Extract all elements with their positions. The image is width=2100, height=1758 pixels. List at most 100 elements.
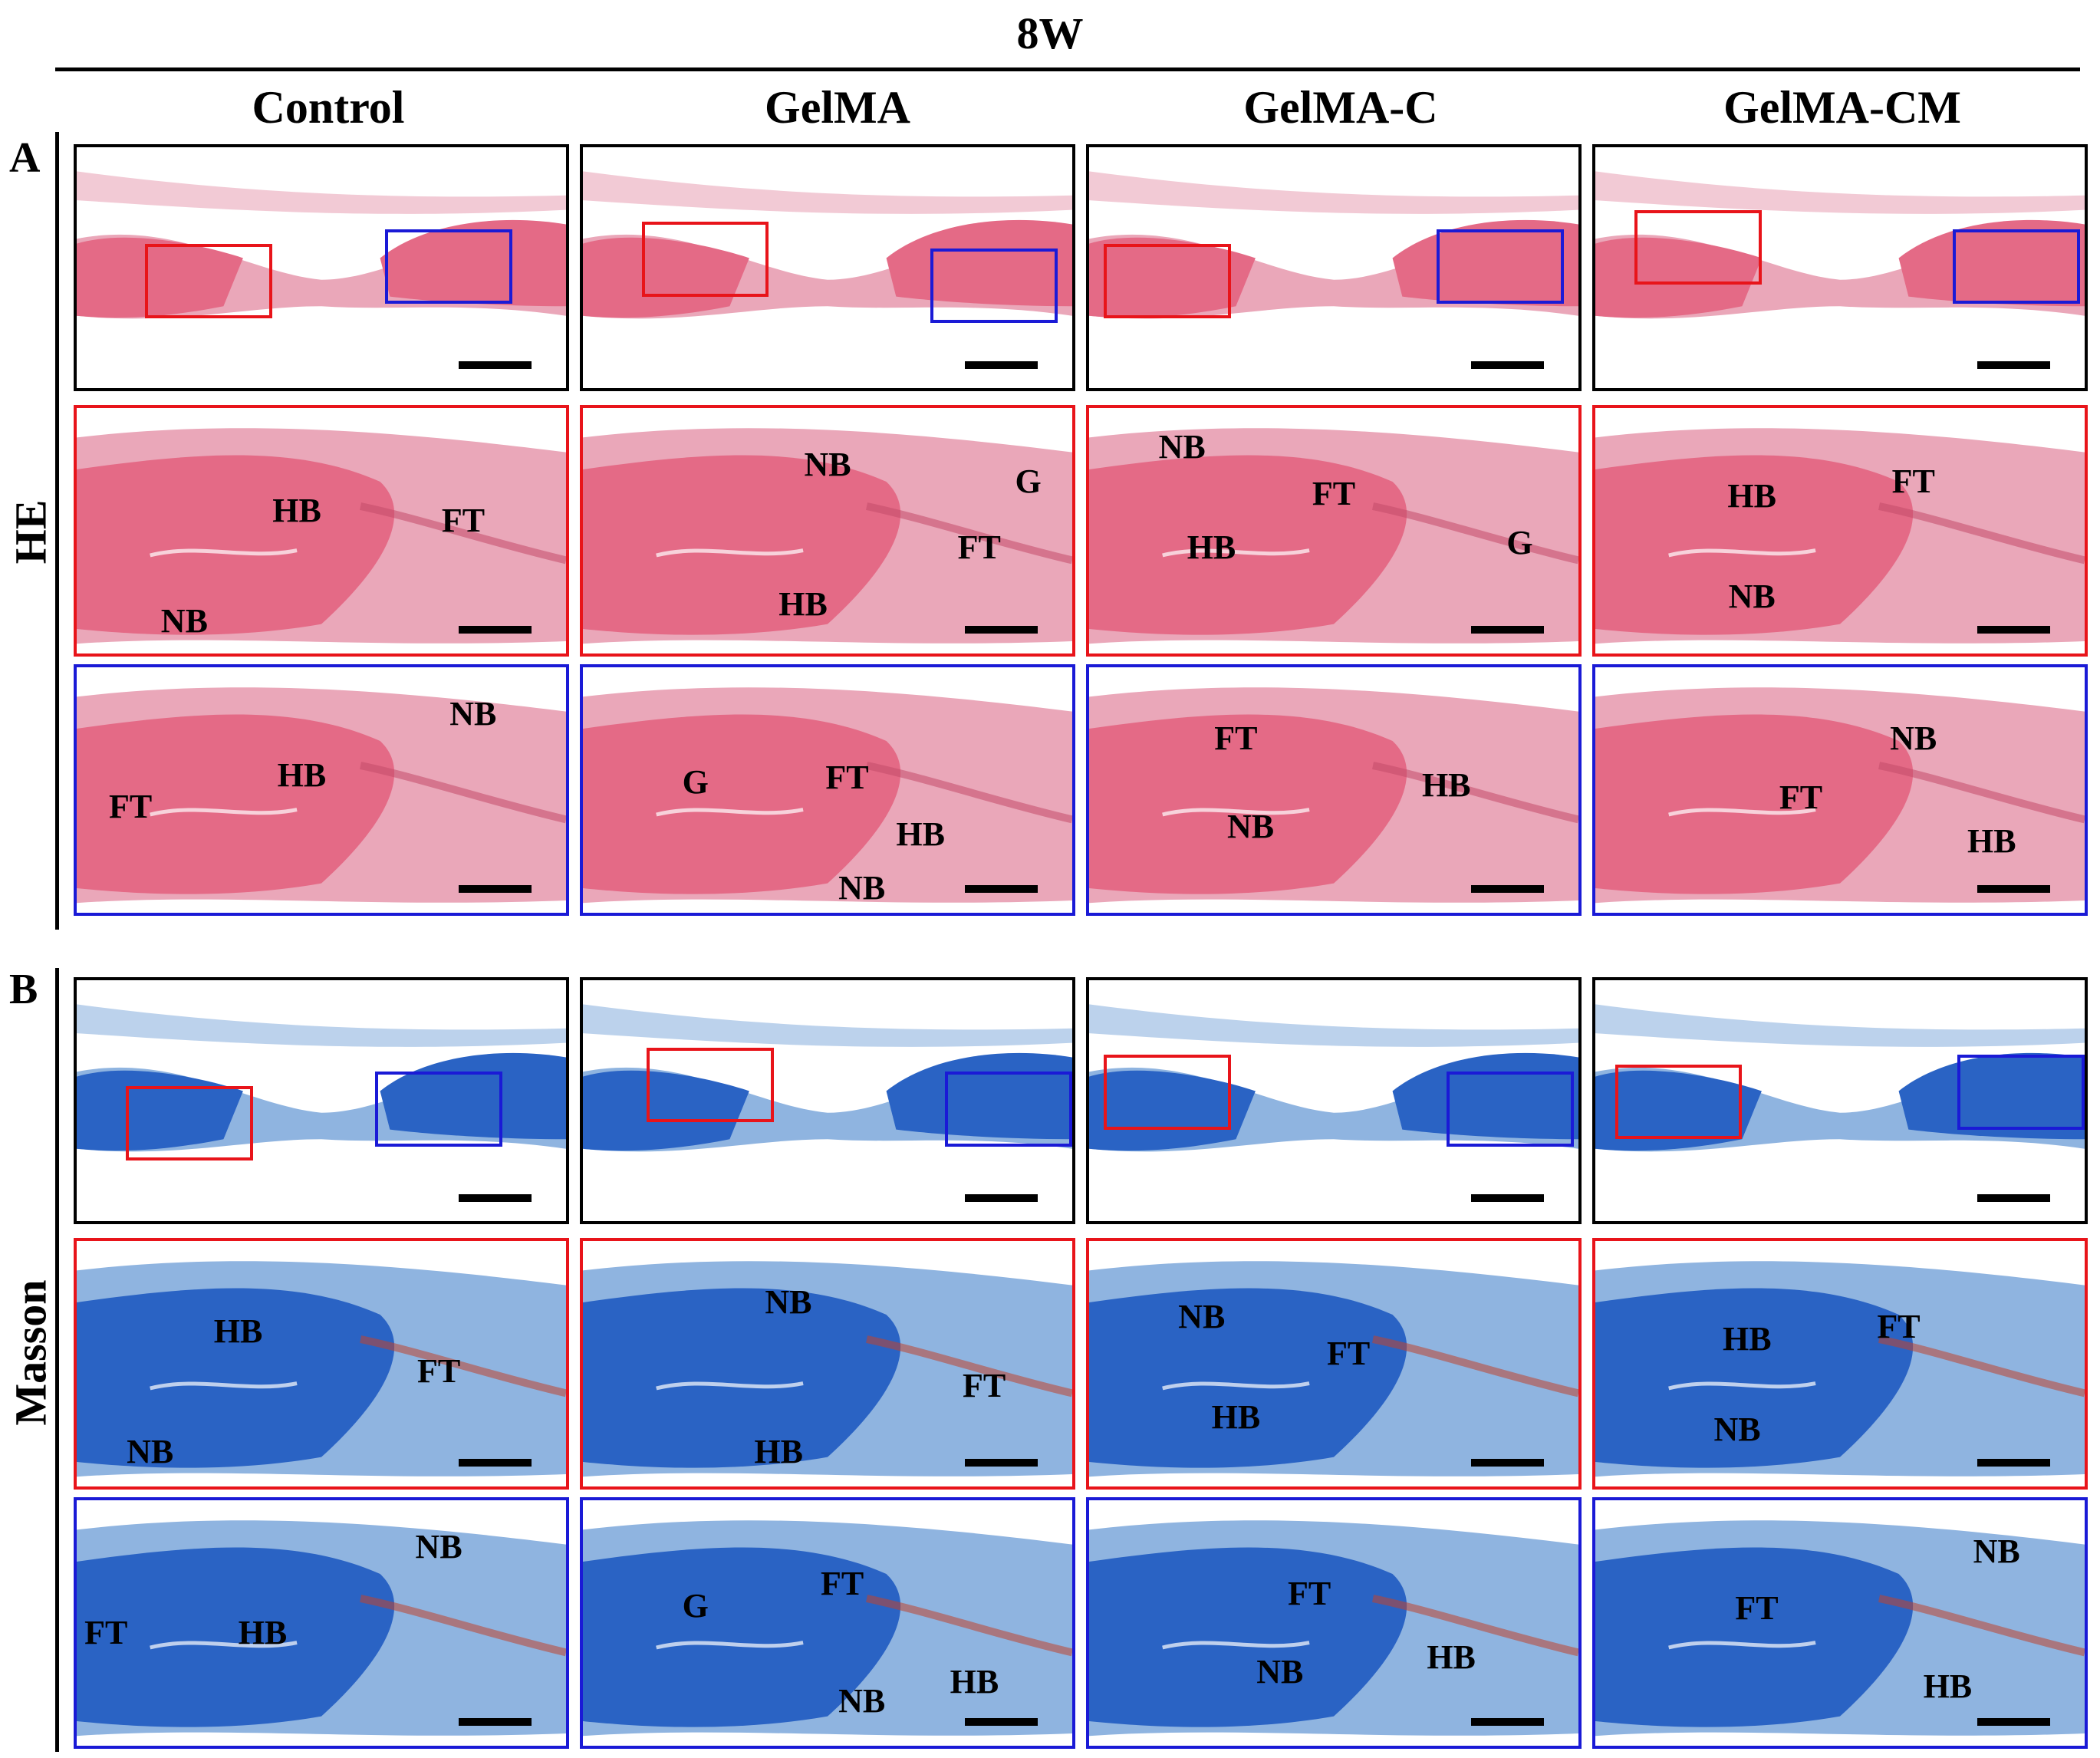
column-header-gelma: GelMA bbox=[765, 82, 910, 133]
tissue-label-nb: NB bbox=[765, 1283, 812, 1321]
section-letter-b: B bbox=[9, 966, 38, 1013]
stain-label-he: HE bbox=[5, 499, 56, 565]
red-inset-box bbox=[1104, 243, 1231, 318]
scale-bar bbox=[964, 360, 1038, 369]
tissue-label-g: G bbox=[682, 763, 709, 802]
blue-inset-box bbox=[1446, 1072, 1574, 1147]
blue-inset-box bbox=[384, 229, 512, 305]
stain-label-masson: Masson bbox=[5, 1279, 56, 1426]
tissue-label-ft: FT bbox=[1779, 778, 1823, 816]
red-inset-box bbox=[641, 222, 769, 297]
tissue-label-ft: FT bbox=[109, 788, 153, 826]
tissue-label-ft: FT bbox=[441, 502, 486, 540]
masson-overview-panel-gelma-c bbox=[1086, 977, 1582, 1224]
masson-blue-panel-control: NB HB FT bbox=[74, 1497, 569, 1749]
masson-red-micrograph-control bbox=[77, 1241, 566, 1486]
tissue-label-ft: FT bbox=[1735, 1588, 1779, 1627]
he-overview-panel-gelma-cm bbox=[1592, 144, 2088, 391]
masson-overview-micrograph-gelma bbox=[583, 980, 1072, 1221]
masson-blue-panel-gelma: G FT HB NB bbox=[580, 1497, 1075, 1749]
he-blue-panel-gelma-c: FT HB NB bbox=[1086, 664, 1582, 916]
scale-bar bbox=[1470, 1718, 1545, 1727]
tissue-label-hb: HB bbox=[1923, 1667, 1973, 1706]
figure-timepoint-title: 8W bbox=[1016, 8, 1084, 58]
tissue-label-ft: FT bbox=[1312, 475, 1356, 512]
blue-inset-box bbox=[375, 1072, 503, 1147]
scale-bar bbox=[1977, 885, 2051, 894]
tissue-label-ft: FT bbox=[1214, 719, 1258, 757]
he-red-panel-gelma-cm: HB FT NB bbox=[1592, 405, 2088, 657]
scale-bar bbox=[1470, 885, 1545, 894]
he-overview-panel-gelma bbox=[580, 144, 1075, 391]
tissue-label-g: G bbox=[682, 1586, 709, 1625]
he-red-panel-gelma-c: NB FT HB G bbox=[1086, 405, 1582, 657]
scale-bar bbox=[458, 1193, 532, 1202]
tissue-label-nb: NB bbox=[449, 694, 497, 732]
masson-red-panel-control: HB FT NB bbox=[74, 1238, 569, 1490]
blue-inset-box bbox=[1436, 229, 1564, 305]
tissue-label-hb: HB bbox=[1722, 1320, 1772, 1358]
scale-bar bbox=[458, 1459, 532, 1467]
scale-bar bbox=[1977, 626, 2051, 634]
tissue-label-hb: HB bbox=[213, 1312, 263, 1351]
tissue-label-ft: FT bbox=[1877, 1308, 1921, 1345]
masson-overview-micrograph-control bbox=[77, 980, 566, 1221]
red-inset-box bbox=[646, 1047, 774, 1123]
scale-bar bbox=[1977, 1459, 2051, 1467]
he-overview-panel-gelma-c bbox=[1086, 144, 1582, 391]
masson-blue-micrograph-control bbox=[77, 1500, 566, 1746]
tissue-label-ft: FT bbox=[825, 759, 869, 796]
he-red-micrograph-gelma-cm bbox=[1595, 408, 2085, 653]
tissue-label-ft: FT bbox=[84, 1613, 128, 1651]
tissue-label-nb: NB bbox=[838, 869, 886, 907]
tissue-label-nb: NB bbox=[1158, 428, 1206, 466]
masson-red-micrograph-gelma-cm bbox=[1595, 1241, 2085, 1486]
scale-bar bbox=[458, 360, 532, 369]
tissue-label-hb: HB bbox=[238, 1613, 288, 1651]
tissue-label-ft: FT bbox=[1891, 463, 1935, 500]
masson-overview-panel-gelma-cm bbox=[1592, 977, 2088, 1224]
masson-overview-panel-control bbox=[74, 977, 569, 1224]
tissue-label-hb: HB bbox=[1727, 477, 1776, 515]
blue-inset-box bbox=[930, 248, 1058, 324]
red-inset-box bbox=[125, 1086, 253, 1161]
scale-bar bbox=[964, 1459, 1038, 1467]
timepoint-rule bbox=[55, 67, 2080, 71]
tissue-label-nb: NB bbox=[127, 1433, 174, 1471]
he-blue-panel-gelma: G FT HB NB bbox=[580, 664, 1075, 916]
tissue-label-nb: NB bbox=[804, 445, 851, 483]
scale-bar bbox=[1470, 360, 1545, 369]
scale-bar bbox=[1470, 626, 1545, 634]
he-blue-panel-control: NB HB FT bbox=[74, 664, 569, 916]
tissue-label-nb: NB bbox=[1226, 808, 1275, 845]
tissue-label-nb: NB bbox=[1890, 719, 1937, 757]
scale-bar bbox=[458, 1718, 532, 1727]
tissue-label-nb: NB bbox=[1178, 1298, 1226, 1336]
scale-bar bbox=[1470, 1193, 1545, 1202]
he-overview-panel-control bbox=[74, 144, 569, 391]
scale-bar bbox=[1470, 1459, 1545, 1467]
tissue-label-g: G bbox=[1506, 524, 1533, 561]
column-header-gelma-cm: GelMA-CM bbox=[1723, 82, 1961, 133]
section-a-bracket bbox=[55, 132, 59, 930]
red-inset-box bbox=[1634, 209, 1762, 285]
red-inset-box bbox=[1614, 1064, 1743, 1140]
tissue-label-nb: NB bbox=[1728, 578, 1776, 616]
tissue-label-hb: HB bbox=[277, 756, 327, 794]
tissue-label-hb: HB bbox=[754, 1433, 803, 1471]
column-header-control: Control bbox=[252, 82, 405, 133]
tissue-label-hb: HB bbox=[1187, 528, 1236, 567]
scale-bar bbox=[964, 885, 1038, 894]
masson-overview-panel-gelma bbox=[580, 977, 1075, 1224]
masson-red-panel-gelma-c: NB FT HB bbox=[1086, 1238, 1582, 1490]
masson-red-panel-gelma-cm: HB FT NB bbox=[1592, 1238, 2088, 1490]
tissue-label-nb: NB bbox=[838, 1682, 886, 1720]
tissue-label-nb: NB bbox=[415, 1527, 462, 1565]
masson-red-panel-gelma: NB FT HB bbox=[580, 1238, 1075, 1490]
scale-bar bbox=[1977, 360, 2051, 369]
column-header-gelma-c: GelMA-C bbox=[1243, 82, 1438, 133]
tissue-label-hb: HB bbox=[1421, 765, 1471, 804]
tissue-label-g: G bbox=[1015, 463, 1042, 500]
he-red-panel-gelma: NB G FT HB bbox=[580, 405, 1075, 657]
masson-blue-panel-gelma-cm: NB FT HB bbox=[1592, 1497, 2088, 1749]
